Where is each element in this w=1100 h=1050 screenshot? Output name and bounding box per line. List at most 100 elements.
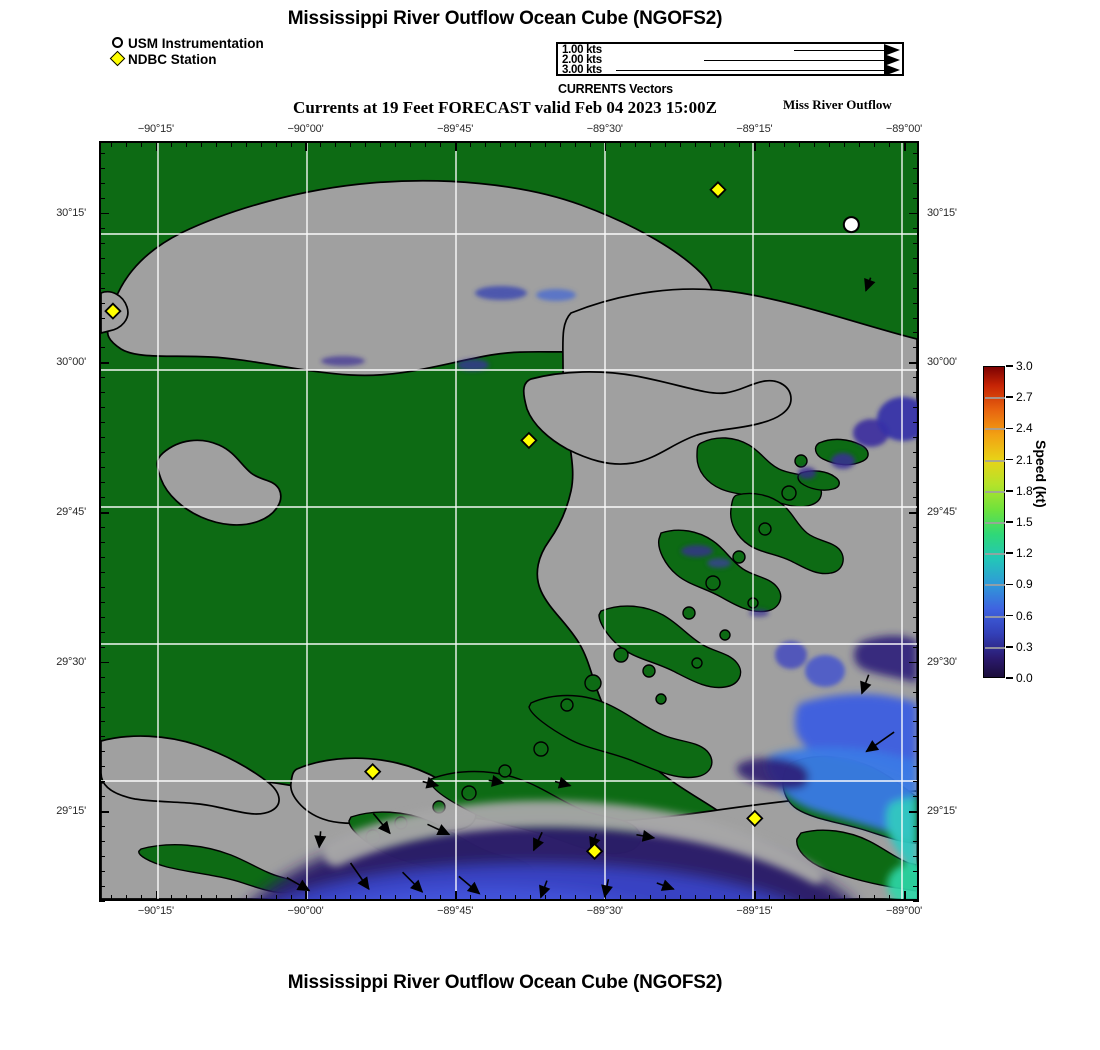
vector-scale-caption: CURRENTS Vectors [558,82,673,96]
axis-tick [230,895,232,901]
axis-tick [125,141,127,147]
ndbc-station-marker[interactable] [746,809,764,828]
colorbar-title: Speed (kt) [1033,440,1049,508]
axis-tick [350,141,352,147]
axis-tick [514,895,516,901]
axis-tick [529,895,531,901]
colorbar-tick [1006,583,1013,586]
map-canvas [101,143,917,899]
axis-tick [305,891,308,901]
axis-tick [99,841,105,843]
axis-tick-label: −90°15' [137,123,174,135]
axis-tick [99,512,109,514]
axis-tick [784,141,786,147]
axis-tick [724,895,726,901]
axis-tick [913,646,919,648]
map-plot-area[interactable] [99,141,919,901]
axis-tick [589,141,591,147]
axis-tick-label: −89°30' [586,905,623,917]
axis-tick [559,141,561,147]
axis-tick [514,141,516,147]
ndbc-station-marker[interactable] [709,181,727,199]
axis-tick [99,901,105,902]
axis-tick [155,891,158,901]
axis-tick [709,895,711,901]
axis-tick [440,895,442,901]
axis-tick [814,895,816,901]
current-vector-arrow [286,876,311,892]
ndbc-station-marker[interactable] [104,302,122,320]
axis-tick [874,141,876,147]
axis-tick [99,287,105,289]
axis-tick [913,676,919,678]
axis-tick [844,141,846,147]
axis-tick [913,826,919,828]
colorbar-tick [1006,396,1013,398]
axis-tick [99,766,105,768]
axis-tick [455,141,457,151]
vector-scale-arrowhead-icon [884,64,900,76]
current-vector-arrow [422,776,440,789]
axis-tick [913,482,919,484]
axis-tick [365,141,367,147]
colorbar-tick-label: 2.4 [1016,421,1033,436]
axis-tick [485,141,487,147]
axis-tick [913,377,919,379]
axis-tick [99,586,105,588]
axis-tick [335,895,337,901]
axis-tick [634,141,636,147]
axis-tick [99,437,105,439]
axis-tick [913,332,919,334]
axis-tick [829,895,831,901]
vector-scale-box: 1.00 kts 2.00 kts 3.00 kts [556,42,904,76]
axis-tick [99,886,105,888]
axis-tick [913,886,919,888]
axis-tick [909,212,919,215]
axis-tick [290,141,292,147]
current-vector-layer [286,277,895,899]
ndbc-station-marker[interactable] [520,431,538,450]
axis-tick [275,895,277,901]
vector-scale-arrowhead-icon [884,44,900,56]
ndbc-station-marker[interactable] [363,762,382,781]
axis-tick [99,182,105,184]
colorbar-tick-label: 0.3 [1016,639,1033,654]
vector-scale-row: 1.00 kts [558,44,902,56]
colorbar-tick-label: 0.6 [1016,608,1033,623]
axis-tick [529,141,531,147]
axis-tick [913,272,919,274]
axis-tick [380,895,382,901]
vector-scale-label: 2.00 kts [562,54,602,66]
current-vector-arrow [314,831,327,849]
axis-tick [913,691,919,693]
legend-label-ndbc: NDBC Station [128,52,217,67]
axis-tick [913,586,919,588]
vector-scale-label: 3.00 kts [562,64,602,76]
axis-tick [724,141,726,147]
axis-tick [320,141,322,147]
axis-tick [913,541,919,543]
axis-tick [913,242,919,244]
axis-tick [99,362,109,364]
axis-tick-label: 29°30' [56,655,86,668]
legend-item-ndbc: NDBC Station [109,50,264,68]
axis-tick [913,631,919,633]
axis-tick [904,891,906,901]
axis-tick [320,895,322,901]
axis-tick [913,781,919,783]
colorbar-band-separator [985,522,1005,524]
axis-tick [913,407,919,409]
axis-tick-label: −90°00' [287,905,324,917]
usm-instrumentation-marker[interactable] [842,216,860,234]
axis-tick [574,895,576,901]
axis-tick [500,895,502,901]
axis-tick [679,141,681,147]
axis-tick [99,302,105,304]
axis-tick [99,796,105,798]
axis-tick [99,317,105,319]
axis-tick [909,362,919,364]
ndbc-station-marker[interactable] [585,842,604,860]
axis-tick [754,891,756,901]
axis-tick [99,691,105,693]
axis-tick [544,895,546,901]
